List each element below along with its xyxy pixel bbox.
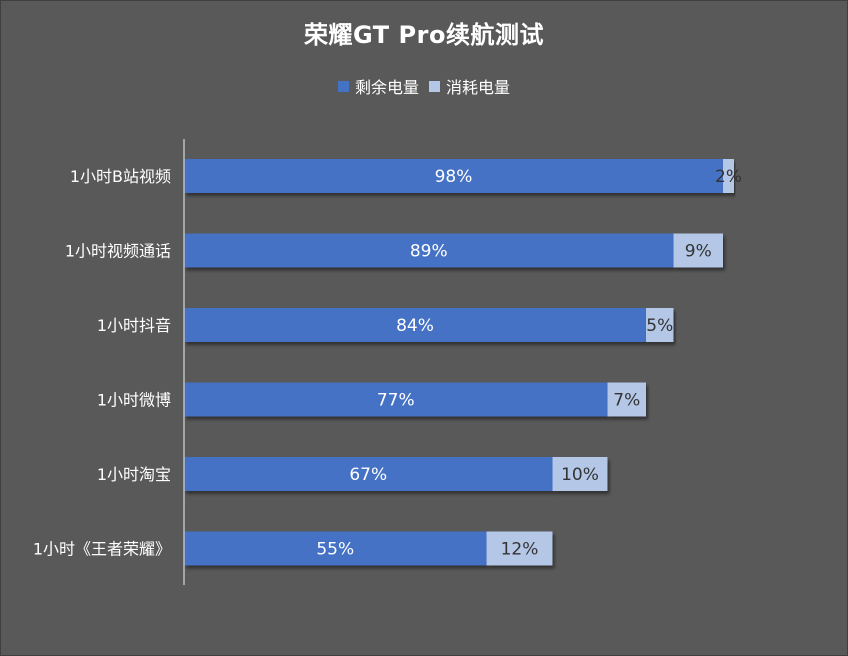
category-label-1: 1小时视频通话 bbox=[65, 242, 171, 261]
bar-consumed-5 bbox=[486, 531, 553, 566]
category-label-4: 1小时淘宝 bbox=[97, 465, 171, 484]
bar-consumed-2 bbox=[646, 308, 674, 342]
bar-remaining-5 bbox=[184, 531, 487, 566]
legend-item-consumed: 消耗电量 bbox=[429, 74, 510, 98]
bar-consumed-0 bbox=[723, 159, 734, 193]
legend-label-consumed: 消耗电量 bbox=[446, 78, 511, 97]
data-label-remaining-5: 55% bbox=[316, 540, 354, 560]
bar-remaining-4 bbox=[184, 457, 553, 491]
category-label-0: 1小时B站视频 bbox=[70, 167, 171, 186]
legend-swatch-remaining bbox=[337, 80, 349, 92]
bar-consumed-4 bbox=[552, 457, 608, 491]
data-label-consumed-5: 12% bbox=[501, 540, 539, 560]
category-label-5: 1小时《王者荣耀》 bbox=[33, 540, 171, 559]
category-label-2: 1小时抖音 bbox=[97, 316, 171, 335]
bar-consumed-1 bbox=[673, 233, 723, 268]
data-label-remaining-3: 77% bbox=[377, 391, 415, 411]
bar-remaining-2 bbox=[184, 308, 646, 342]
legend-label-remaining: 剩余电量 bbox=[354, 78, 419, 97]
data-label-consumed-2: 5% bbox=[646, 316, 673, 336]
legend-item-remaining: 剩余电量 bbox=[337, 74, 419, 98]
legend-swatch-consumed bbox=[429, 80, 440, 92]
data-label-remaining-0: 98% bbox=[435, 167, 473, 187]
data-label-consumed-3: 7% bbox=[613, 391, 640, 411]
data-label-consumed-0: 2% bbox=[715, 167, 742, 187]
bar-remaining-3 bbox=[184, 382, 608, 417]
data-label-remaining-4: 67% bbox=[349, 465, 387, 485]
legend: 剩余电量 消耗电量 bbox=[1, 74, 847, 98]
bar-remaining-1 bbox=[184, 233, 674, 268]
data-label-consumed-1: 9% bbox=[685, 242, 712, 262]
chart-title: 荣耀GT Pro续航测试 bbox=[304, 21, 544, 49]
category-label-3: 1小时微博 bbox=[97, 391, 171, 410]
data-label-consumed-4: 10% bbox=[561, 465, 599, 485]
bar-remaining-0 bbox=[184, 159, 723, 193]
bar-consumed-3 bbox=[607, 382, 646, 417]
data-label-remaining-2: 84% bbox=[396, 316, 434, 336]
data-label-remaining-1: 89% bbox=[410, 242, 448, 262]
